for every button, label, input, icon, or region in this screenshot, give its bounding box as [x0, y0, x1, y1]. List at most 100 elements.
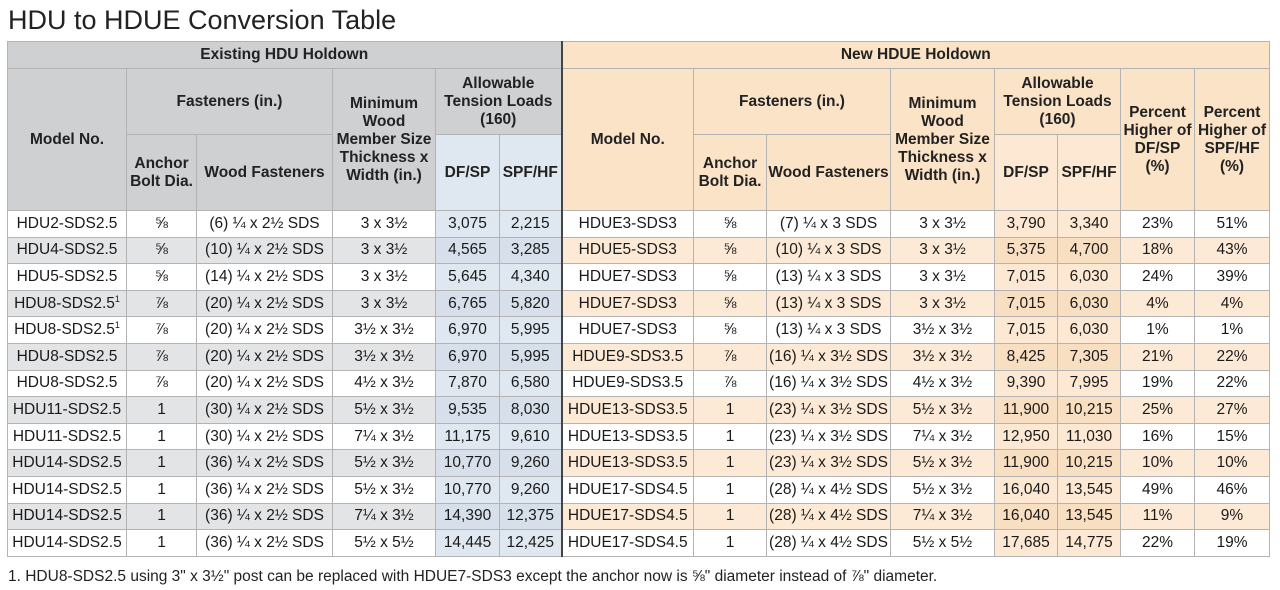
- cell-value: HDUE17-SDS4.5: [567, 533, 688, 551]
- cell-value: (7) ¼ x 3 SDS: [779, 214, 878, 232]
- cell-new-wood-fasteners: (7) ¼ x 3 SDS: [766, 210, 891, 238]
- cell-value: 11%: [1142, 507, 1173, 525]
- cell-value: HDUE7-SDS3: [578, 321, 677, 339]
- cell-new-dfsp: 9,390: [994, 369, 1058, 398]
- cell-new-model-no: HDUE9-SDS3.5: [560, 342, 694, 371]
- header-new-allowable: Allowable Tension Loads (160): [994, 68, 1121, 135]
- cell-pct-spfhf: 22%: [1194, 342, 1270, 371]
- cell-old-anchor-bolt: ⅞: [126, 289, 197, 318]
- header-old-wood-fasteners: Wood Fasteners: [196, 134, 333, 211]
- cell-old-min-wood: 5½ x 3½: [332, 475, 436, 504]
- cell-new-min-wood: 3½ x 3½: [890, 342, 995, 371]
- cell-value: 1%: [1220, 321, 1244, 339]
- cell-old-spfhf: 9,260: [499, 475, 562, 504]
- cell-value: (36) ¼ x 2½ SDS: [205, 507, 324, 525]
- cell-old-dfsp: 6,765: [435, 289, 500, 318]
- cell-old-anchor-bolt: ⅝: [126, 263, 197, 291]
- cell-value: 1: [157, 480, 166, 498]
- cell-old-spfhf: 12,375: [499, 502, 562, 531]
- header-new-anchor-bolt: Anchor Bolt Dia.: [693, 134, 767, 211]
- cell-pct-spfhf: 10%: [1194, 449, 1270, 477]
- cell-value: HDUE13-SDS3.5: [567, 454, 688, 472]
- cell-value: (23) ¼ x 3½ SDS: [769, 400, 888, 418]
- cell-value: 11,900: [1002, 454, 1050, 472]
- cell-value: 5½ x 3½: [354, 480, 414, 498]
- cell-new-anchor-bolt: 1: [693, 449, 767, 477]
- cell-value: 23%: [1141, 214, 1174, 232]
- cell-value: HDUE13-SDS3.5: [567, 427, 688, 445]
- cell-old-dfsp: 10,770: [435, 475, 500, 504]
- cell-value: 5½ x 3½: [354, 454, 414, 472]
- cell-old-wood-fasteners: (20) ¼ x 2½ SDS: [196, 342, 333, 371]
- cell-value: 9,535: [448, 400, 487, 418]
- cell-value: 7,015: [1006, 294, 1046, 312]
- cell-value: (23) ¼ x 3½ SDS: [769, 427, 888, 445]
- cell-value: ⅞: [155, 294, 168, 312]
- cell-old-model-no: HDU8-SDS2.51: [7, 316, 127, 344]
- cell-old-dfsp: 14,445: [435, 529, 500, 557]
- cell-value: HDU8-SDS2.5: [16, 347, 118, 365]
- cell-value: 3 x 3½: [919, 241, 966, 259]
- cell-value: HDU2-SDS2.5: [16, 214, 118, 232]
- cell-value: 4%: [1220, 294, 1244, 312]
- cell-old-dfsp: 11,175: [435, 422, 500, 451]
- cell-new-spfhf: 7,995: [1057, 369, 1121, 398]
- cell-value: (13) ¼ x 3 SDS: [775, 321, 882, 339]
- cell-value: 10%: [1141, 454, 1174, 472]
- cell-new-min-wood: 3 x 3½: [890, 289, 995, 318]
- cell-value: 1: [725, 454, 735, 472]
- cell-old-min-wood: 5½ x 3½: [332, 449, 436, 477]
- cell-value: 18%: [1141, 241, 1174, 259]
- cell-value: 3 x 3½: [360, 294, 408, 312]
- cell-value: 6,765: [448, 294, 487, 312]
- cell-old-model-no: HDU11-SDS2.5: [7, 422, 127, 451]
- cell-value: (23) ¼ x 3½ SDS: [769, 454, 888, 472]
- cell-new-dfsp: 7,015: [994, 289, 1058, 318]
- cell-old-min-wood: 5½ x 5½: [332, 529, 436, 557]
- cell-new-dfsp: 16,040: [994, 502, 1058, 531]
- cell-value: (20) ¼ x 2½ SDS: [205, 374, 324, 392]
- cell-value: 3 x 3½: [360, 241, 408, 259]
- cell-new-spfhf: 10,215: [1057, 449, 1121, 477]
- cell-new-dfsp: 3,790: [994, 210, 1058, 238]
- table-row: HDU14-SDS2.5 1 (36) ¼ x 2½ SDS 5½ x 5½ 14,44…: [7, 529, 1270, 557]
- cell-new-spfhf: 14,775: [1057, 529, 1121, 557]
- cell-pct-dfsp: 11%: [1120, 502, 1195, 531]
- cell-value: 3 x 3½: [919, 214, 966, 232]
- cell-new-spfhf: 10,215: [1057, 396, 1121, 424]
- cell-value: 12,375: [506, 507, 554, 525]
- cell-new-anchor-bolt: ⅞: [693, 342, 767, 371]
- cell-old-min-wood: 7¼ x 3½: [332, 502, 436, 531]
- table-row: HDU8-SDS2.51 ⅞ (20) ¼ x 2½ SDS 3 x 3½ 6,765 5…: [7, 289, 1270, 318]
- table-body: HDU2-SDS2.5 ⅝ (6) ¼ x 2½ SDS 3 x 3½ 3,075 2,2…: [7, 210, 1270, 557]
- cell-value: 4%: [1146, 294, 1169, 312]
- cell-old-dfsp: 6,970: [435, 316, 500, 344]
- cell-value: HDU8-SDS2.5: [14, 294, 115, 312]
- cell-value: HDUE17-SDS4.5: [567, 507, 688, 525]
- cell-old-wood-fasteners: (36) ¼ x 2½ SDS: [196, 475, 333, 504]
- cell-new-wood-fasteners: (13) ¼ x 3 SDS: [766, 263, 891, 291]
- cell-value: 2,215: [510, 214, 550, 232]
- cell-value: 7,015: [1006, 267, 1046, 285]
- cell-value: (13) ¼ x 3 SDS: [775, 267, 882, 285]
- header-new-min-wood: Minimum Wood Member Size Thickness x Wid…: [890, 68, 995, 211]
- cell-value: (10) ¼ x 3 SDS: [775, 241, 882, 259]
- header-pct-spfhf: Percent Higher of SPF/HF (%): [1194, 68, 1270, 211]
- cell-value: HDU14-SDS2.5: [12, 480, 122, 498]
- cell-old-min-wood: 3 x 3½: [332, 289, 436, 318]
- cell-new-wood-fasteners: (28) ¼ x 4½ SDS: [766, 475, 891, 504]
- cell-pct-dfsp: 16%: [1120, 422, 1195, 451]
- cell-old-dfsp: 7,870: [435, 369, 500, 398]
- cell-value: 51%: [1216, 214, 1248, 232]
- cell-new-dfsp: 8,425: [994, 342, 1058, 371]
- cell-pct-spfhf: 43%: [1194, 236, 1270, 265]
- header-old-fasteners: Fasteners (in.): [126, 68, 333, 135]
- cell-value: HDU11-SDS2.5: [12, 400, 122, 418]
- cell-value: 7¼ x 3½: [354, 427, 414, 445]
- cell-value: 6,970: [448, 321, 487, 339]
- cell-old-min-wood: 3 x 3½: [332, 236, 436, 265]
- cell-value: 7,015: [1006, 321, 1046, 339]
- cell-new-anchor-bolt: ⅝: [693, 316, 767, 344]
- cell-new-min-wood: 4½ x 3½: [890, 369, 995, 398]
- cell-old-wood-fasteners: (14) ¼ x 2½ SDS: [196, 263, 333, 291]
